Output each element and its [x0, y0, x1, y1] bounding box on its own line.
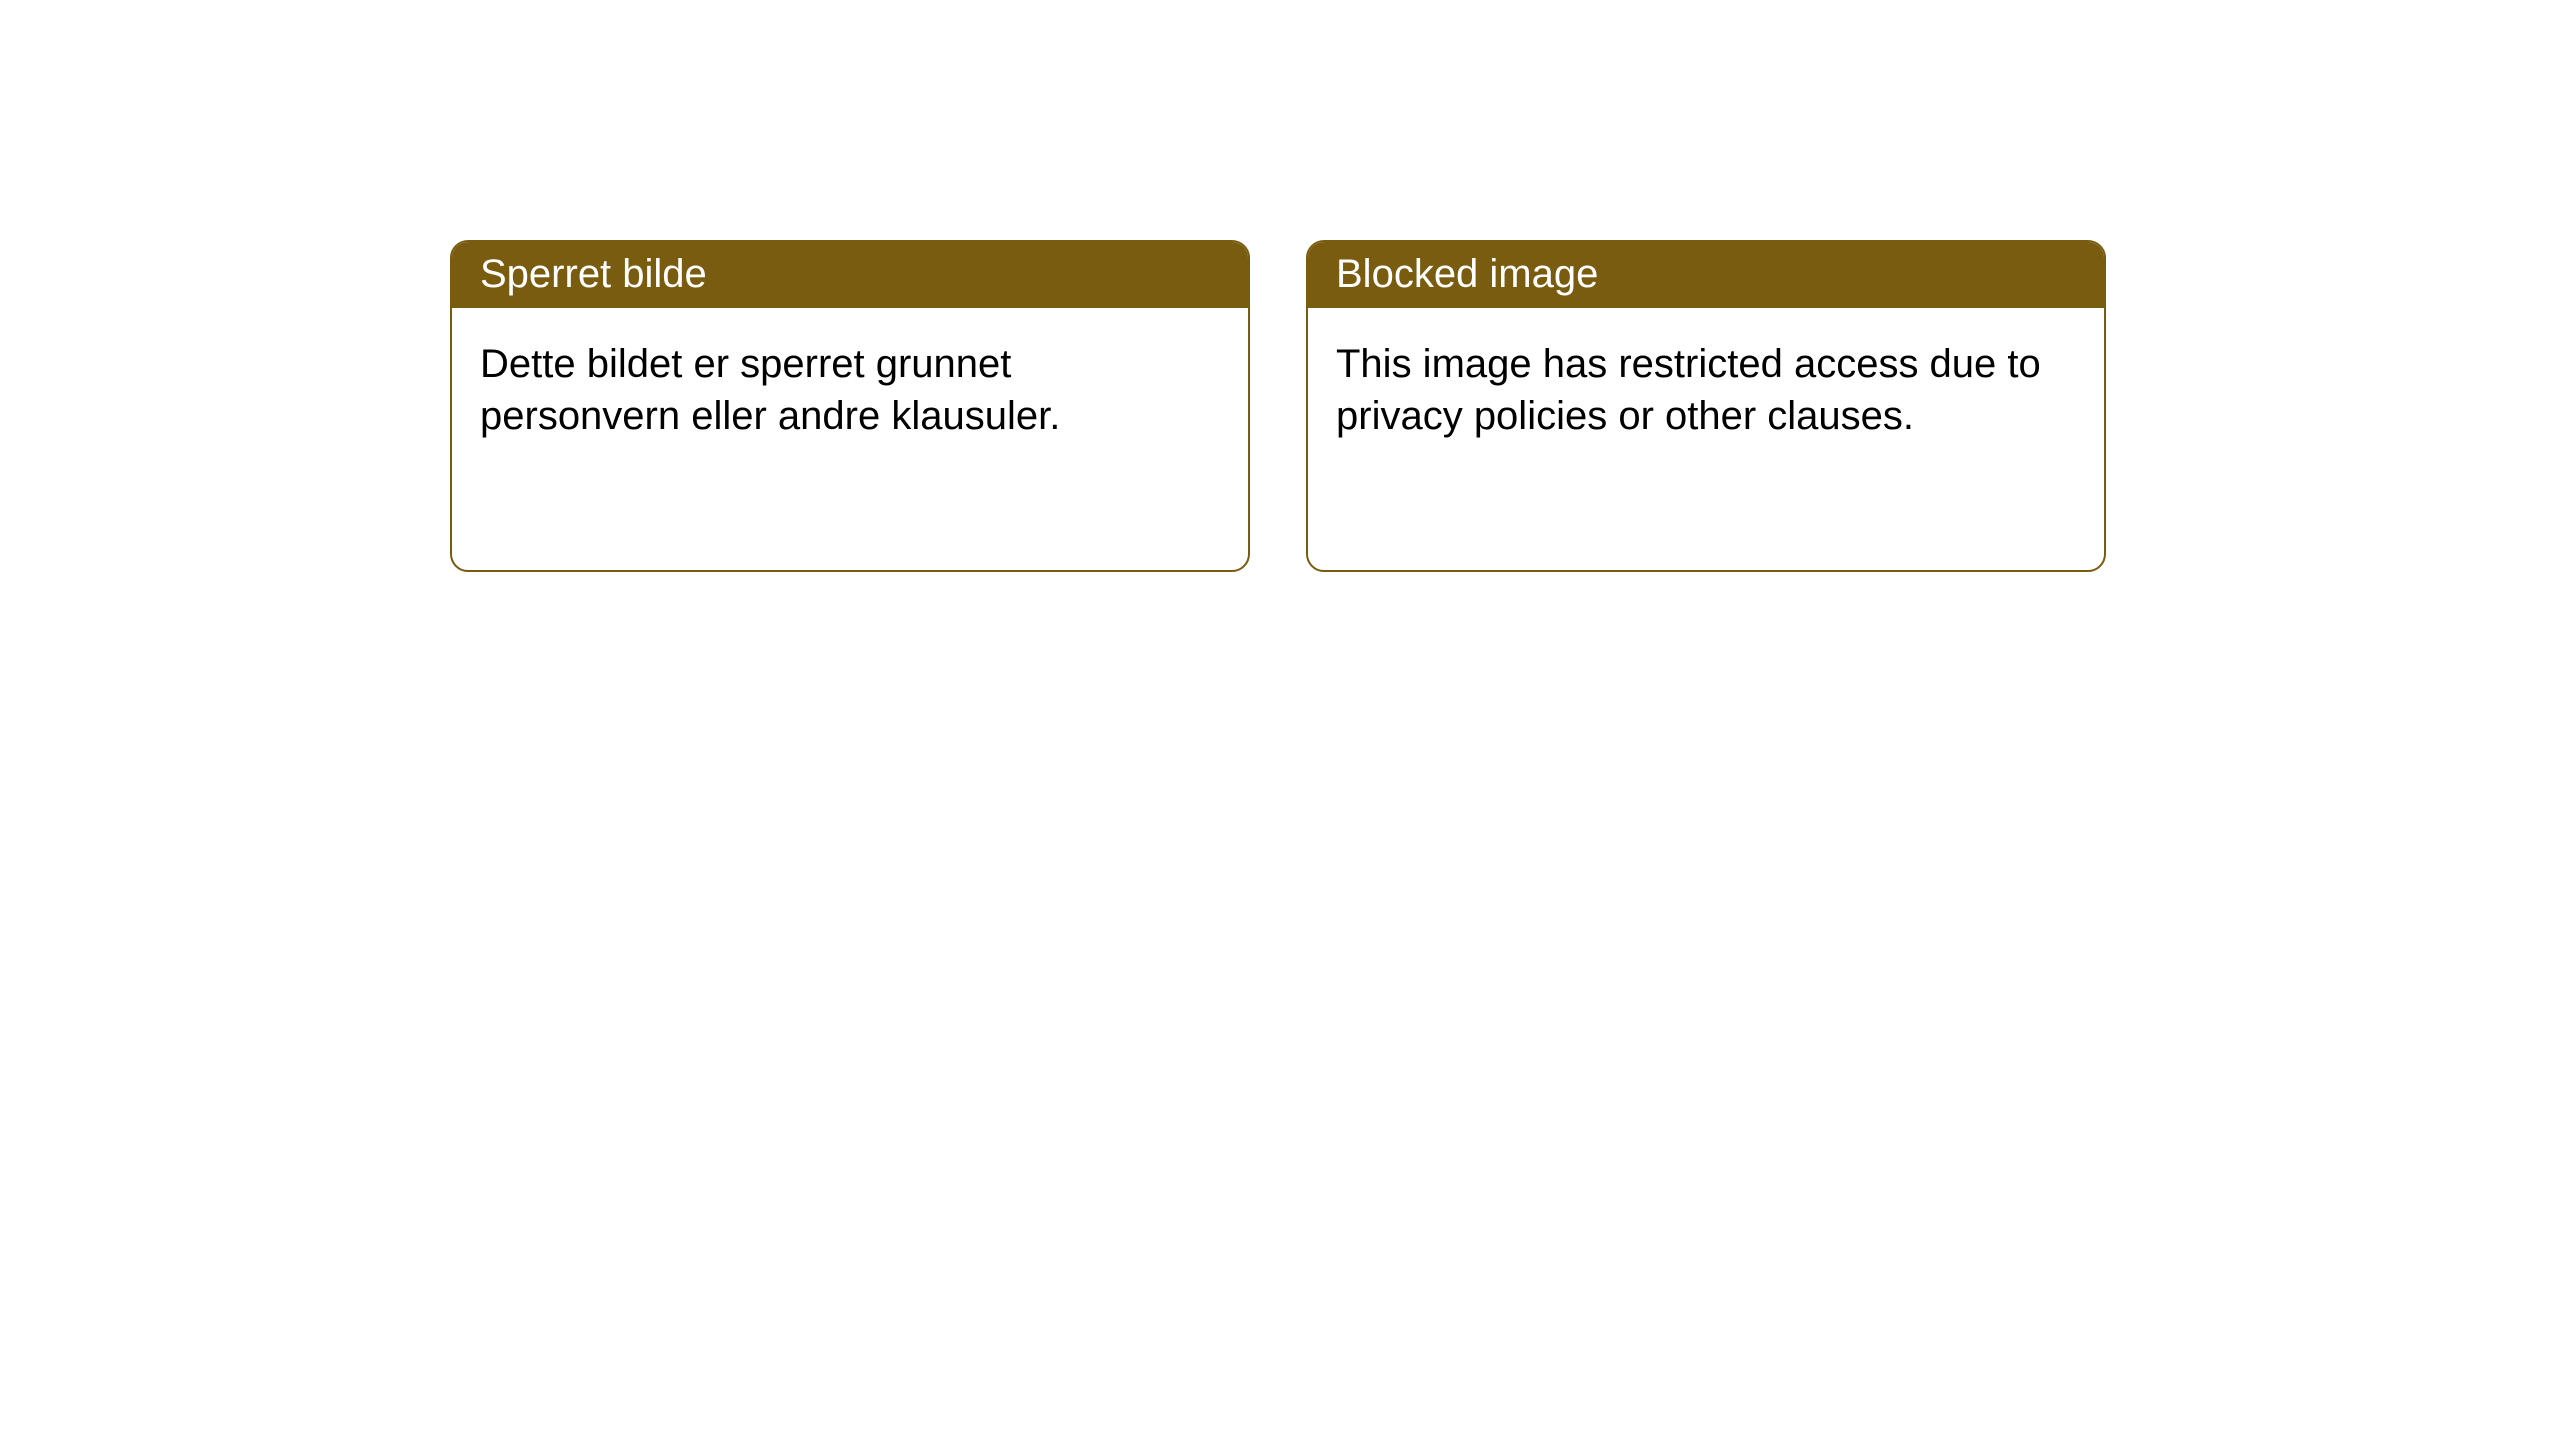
panel-body-en: This image has restricted access due to …	[1308, 308, 2104, 472]
blocked-image-panel-en: Blocked image This image has restricted …	[1306, 240, 2106, 572]
blocked-image-panel-no: Sperret bilde Dette bildet er sperret gr…	[450, 240, 1250, 572]
panel-title-no: Sperret bilde	[452, 242, 1248, 308]
notice-container: Sperret bilde Dette bildet er sperret gr…	[450, 240, 2106, 572]
panel-title-en: Blocked image	[1308, 242, 2104, 308]
panel-body-no: Dette bildet er sperret grunnet personve…	[452, 308, 1248, 472]
